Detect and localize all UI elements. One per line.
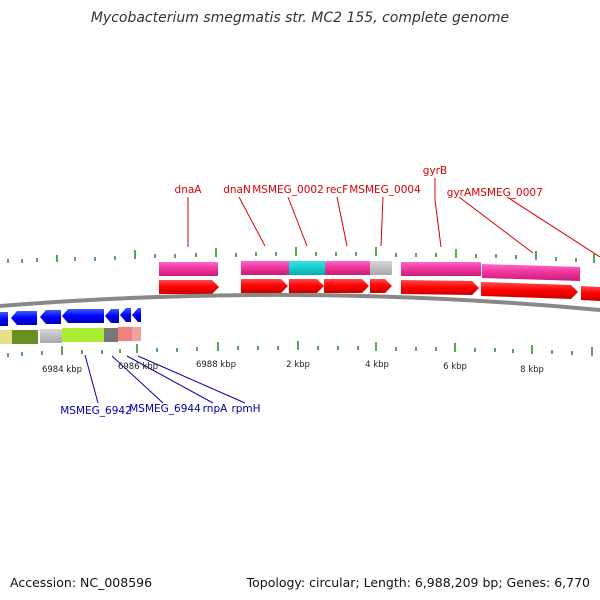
- reverse-tick-marks: [7, 341, 593, 357]
- gene-label-msmeg-0007: MSMEG_0007: [471, 187, 543, 199]
- reverse-label-connectors: [84, 354, 246, 404]
- genome-summary: Topology: circular; Length: 6,988,209 bp…: [246, 575, 590, 590]
- gene-label-msmeg-6942: MSMEG_6942: [60, 405, 132, 417]
- gene-label-gyrA: gyrA: [447, 187, 472, 199]
- forward-tick-marks: [7, 247, 595, 263]
- scale-label-2-kbp: 2 kbp: [286, 360, 310, 370]
- gene-label-rnpA: rnpA: [203, 403, 228, 415]
- map-title: Mycobacterium smegmatis str. MC2 155, co…: [90, 10, 510, 26]
- forward-cds-arrows: [159, 279, 600, 301]
- gene-label-dnaN: dnaN: [223, 184, 251, 196]
- reverse-cog-bars: [0, 327, 141, 344]
- scale-label-8-kbp: 8 kbp: [520, 365, 544, 375]
- gene-label-msmeg-0002: MSMEG_0002: [252, 184, 324, 196]
- gene-label-msmeg-6944: MSMEG_6944: [129, 403, 201, 415]
- genome-backbone: [0, 292, 600, 312]
- gene-label-dnaA: dnaA: [175, 184, 203, 196]
- forward-cog-bars: [159, 261, 580, 281]
- gene-label-rpmH: rpmH: [231, 403, 260, 415]
- scale-label-6988-kbp: 6988 kbp: [196, 360, 236, 370]
- forward-label-connectors: [187, 178, 600, 258]
- reverse-cds-arrows: [0, 308, 141, 326]
- gene-label-recF: recF: [326, 184, 348, 196]
- accession-label: Accession: NC_008596: [10, 575, 153, 590]
- scale-label-6986-kbp: 6986 kbp: [118, 362, 158, 372]
- scale-label-6-kbp: 6 kbp: [443, 362, 467, 372]
- gene-label-gyrB: gyrB: [423, 165, 447, 177]
- gene-label-msmeg-0004: MSMEG_0004: [349, 184, 421, 196]
- scale-label-6984-kbp: 6984 kbp: [42, 365, 82, 375]
- scale-label-4-kbp: 4 kbp: [365, 360, 389, 370]
